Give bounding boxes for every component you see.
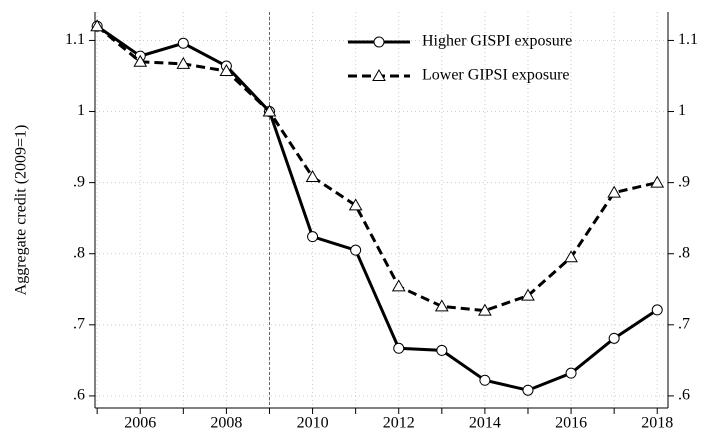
data-point	[219, 64, 234, 77]
y2-tick-label: .6	[678, 387, 690, 404]
legend-marker	[372, 68, 386, 81]
y-tick-label: .7	[73, 315, 85, 332]
y2-tick-label: 1.1	[678, 31, 698, 48]
x-tick-label: 2016	[555, 415, 587, 432]
data-point	[607, 185, 622, 198]
data-point	[651, 304, 663, 316]
data-point	[348, 198, 363, 211]
data-point	[478, 303, 492, 316]
data-point	[608, 332, 620, 344]
x-tick-label: 2010	[297, 415, 329, 432]
data-point	[307, 231, 319, 243]
y-tick-label: 1	[77, 102, 85, 119]
series-line	[96, 24, 659, 392]
data-point	[176, 56, 191, 69]
y-tick-label: .6	[73, 387, 85, 404]
x-tick-label: 2018	[641, 415, 673, 432]
data-point	[650, 175, 665, 188]
legend-marker	[373, 36, 385, 48]
data-point	[133, 54, 148, 67]
x-tick-label: 2014	[469, 415, 501, 432]
y-tick-label: .8	[73, 244, 85, 261]
data-point	[391, 279, 406, 292]
legend-label: Higher GISPI exposure	[422, 33, 572, 50]
data-point	[90, 19, 105, 32]
y-tick-label: 1.1	[65, 31, 85, 48]
y-axis-label: Aggregate credit (2009=1)	[13, 125, 30, 296]
data-point	[521, 288, 535, 301]
data-point	[305, 169, 320, 182]
series-line	[96, 25, 658, 313]
y2-tick-label: .9	[678, 173, 690, 190]
data-point	[479, 374, 491, 386]
data-point	[350, 244, 362, 256]
y2-tick-label: .7	[678, 315, 690, 332]
data-point	[522, 384, 534, 396]
y2-tick-label: .8	[678, 244, 690, 261]
x-tick-label: 2008	[210, 415, 242, 432]
data-point	[434, 299, 449, 312]
data-point	[564, 250, 578, 263]
x-tick-label: 2012	[383, 415, 415, 432]
x-tick-label: 2006	[124, 415, 156, 432]
data-point	[393, 342, 405, 354]
y2-tick-label: 1	[678, 102, 686, 119]
data-point	[177, 37, 189, 49]
data-point	[565, 367, 577, 379]
y-tick-label: .9	[73, 173, 85, 190]
data-point	[262, 104, 277, 117]
legend-label: Lower GIPSI exposure	[422, 67, 570, 84]
data-point	[436, 344, 448, 356]
